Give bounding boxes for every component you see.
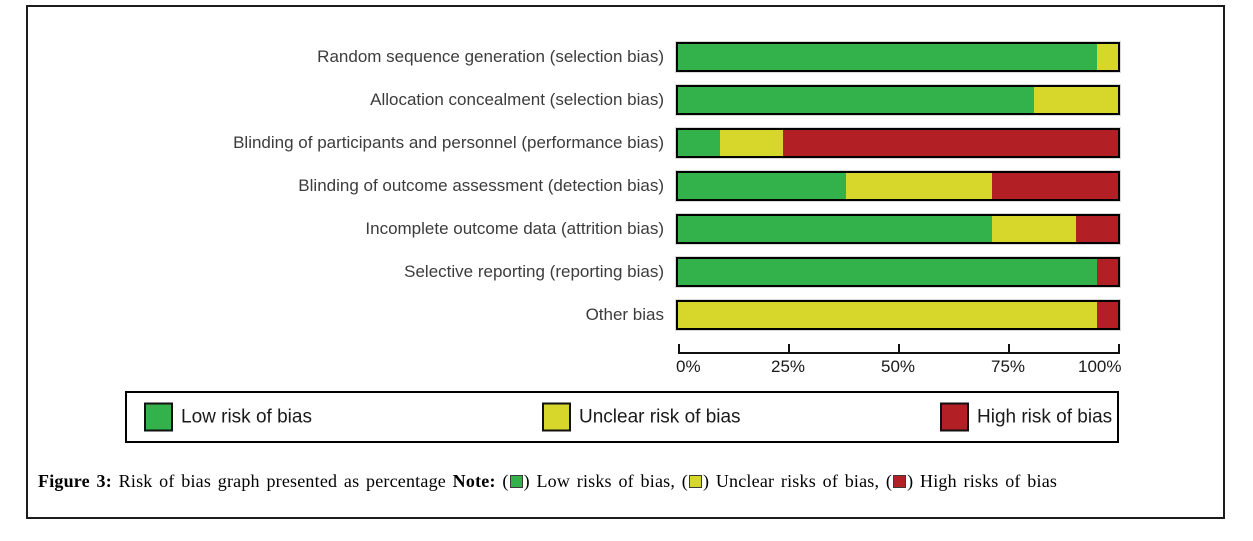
axis-tick-label: 75% xyxy=(990,357,1026,376)
axis-tick-label: 25% xyxy=(770,357,806,376)
axis-tick xyxy=(788,344,790,354)
stacked-bar xyxy=(676,214,1120,244)
bar-segment-unclear xyxy=(1096,44,1118,70)
legend-item: Unclear risk of bias xyxy=(542,402,741,432)
legend-item: High risk of bias xyxy=(940,402,1113,432)
legend: Low risk of bias Unclear risk of bias High… xyxy=(125,391,1119,443)
legend-swatch-icon xyxy=(542,402,571,432)
chart-row: Random sequence generation (selection bi… xyxy=(36,42,1120,72)
bar-segment-unclear xyxy=(992,216,1077,242)
bar-segment-unclear xyxy=(719,130,783,156)
chart-row: Blinding of participants and personnel (… xyxy=(36,128,1120,158)
bar-segment-unclear xyxy=(1034,87,1118,113)
row-label: Incomplete outcome data (attrition bias) xyxy=(365,219,664,238)
legend-item-label: Low risk of bias xyxy=(181,406,312,427)
bar-segment-high xyxy=(782,130,1118,156)
axis-tick xyxy=(678,344,680,354)
bar-segment-unclear xyxy=(845,173,993,199)
axis-tick-label: 100% xyxy=(1077,357,1122,376)
chart-row: Blinding of outcome assessment (detectio… xyxy=(36,171,1120,201)
row-label: Blinding of participants and personnel (… xyxy=(233,133,664,152)
caption-note-items: () Low risks of bias, () Unclear risks o… xyxy=(502,471,1058,491)
row-label: Random sequence generation (selection bi… xyxy=(317,47,664,66)
bar-segment-high xyxy=(1096,259,1118,285)
axis-tick-label: 0% xyxy=(676,357,701,376)
axis-tick xyxy=(1118,344,1120,354)
axis-tick-label: 50% xyxy=(880,357,916,376)
bar-segment-low xyxy=(678,259,1097,285)
note-label: Note: xyxy=(452,471,496,491)
legend-item-label: Unclear risk of bias xyxy=(579,406,741,427)
bar-segment-low xyxy=(678,44,1097,70)
caption-swatch-icon xyxy=(688,475,702,488)
x-axis: 0% 25% 50% 75% 100% xyxy=(676,344,1122,380)
bar-segment-high xyxy=(1076,216,1118,242)
caption-swatch-icon xyxy=(509,475,523,488)
stacked-bar xyxy=(676,257,1120,287)
caption-swatch-icon xyxy=(893,475,907,488)
stacked-bar xyxy=(676,300,1120,330)
chart-row: Other bias xyxy=(36,300,1120,330)
stacked-bar xyxy=(676,42,1120,72)
risk-of-bias-chart: Random sequence generation (selection bi… xyxy=(36,0,1124,340)
stacked-bar xyxy=(676,128,1120,158)
legend-item-label: High risk of bias xyxy=(977,406,1113,427)
row-label: Allocation concealment (selection bias) xyxy=(370,90,664,109)
bar-segment-low xyxy=(678,173,846,199)
figure-label: Figure 3: xyxy=(38,471,112,491)
bar-segment-low xyxy=(678,130,720,156)
bar-segment-high xyxy=(992,173,1118,199)
note-item-label: ) Unclear risks of bias, xyxy=(702,471,886,491)
axis-tick xyxy=(898,344,900,354)
chart-row: Incomplete outcome data (attrition bias) xyxy=(36,214,1120,244)
row-label: Other bias xyxy=(585,305,664,324)
legend-swatch-icon xyxy=(144,402,173,432)
legend-item: Low risk of bias xyxy=(144,402,312,432)
note-item-label: ) Low risks of bias, xyxy=(523,471,682,491)
legend-swatch-icon xyxy=(940,402,969,432)
stacked-bar xyxy=(676,85,1120,115)
bar-segment-unclear xyxy=(678,302,1097,328)
chart-row: Selective reporting (reporting bias) xyxy=(36,257,1120,287)
caption-text: Risk of bias graph presented as percenta… xyxy=(118,471,446,491)
axis-tick xyxy=(1008,344,1010,354)
bar-segment-high xyxy=(1096,302,1118,328)
bar-segment-low xyxy=(678,216,993,242)
row-label: Blinding of outcome assessment (detectio… xyxy=(298,176,664,195)
figure-caption: Figure 3: Risk of bias graph presented a… xyxy=(38,471,1198,492)
bar-segment-low xyxy=(678,87,1035,113)
row-label: Selective reporting (reporting bias) xyxy=(404,262,664,281)
stacked-bar xyxy=(676,171,1120,201)
chart-row: Allocation concealment (selection bias) xyxy=(36,85,1120,115)
note-item-label: ) High risks of bias xyxy=(907,471,1058,491)
